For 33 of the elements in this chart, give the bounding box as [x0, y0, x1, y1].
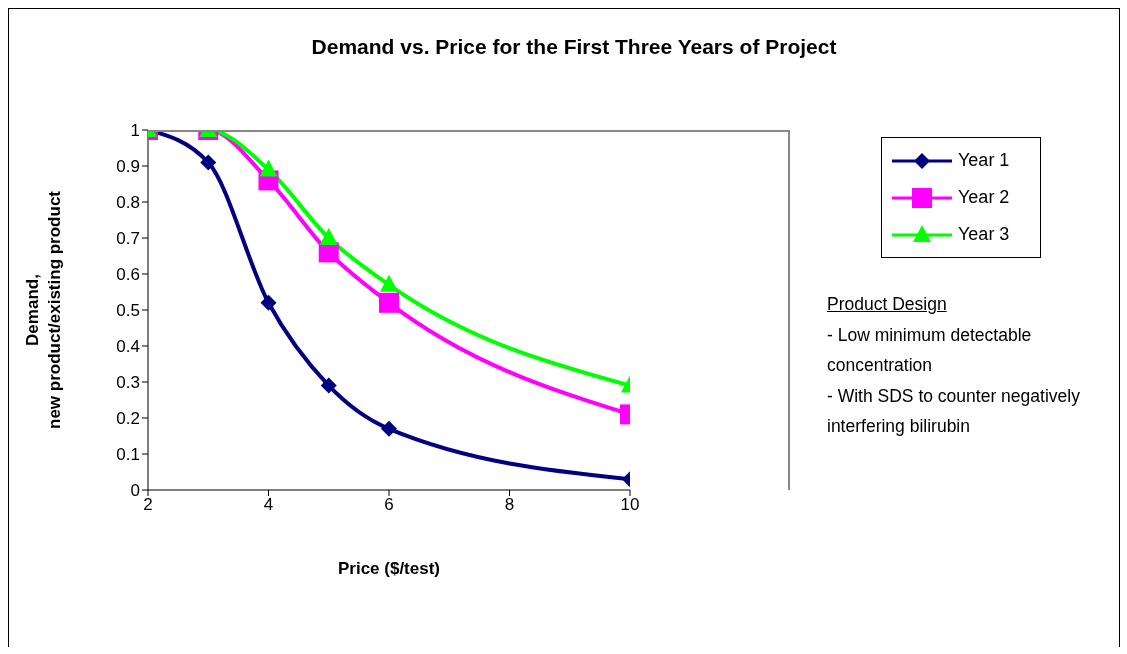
point — [259, 159, 278, 177]
point — [379, 292, 399, 313]
x-tick-label: 2 — [143, 495, 153, 515]
x-axis-title: Price ($/test) — [337, 559, 441, 579]
x-tick-label: 8 — [504, 495, 515, 515]
text: Product Design — [827, 293, 948, 316]
point — [200, 154, 217, 171]
point — [380, 274, 398, 292]
point — [320, 377, 337, 394]
y-tick-label: 0.7 — [116, 229, 140, 249]
legend-label: Year 1 — [958, 150, 1010, 171]
text: - Low minimum detectable concentration — [827, 323, 1033, 377]
chart-title: Demand vs. Price for the First Three Years of Project — [310, 35, 838, 59]
y-tick-label: 0 — [130, 481, 140, 501]
y-tick-label: 0.4 — [116, 337, 140, 357]
legend-label: Year 2 — [958, 187, 1010, 208]
point — [260, 294, 277, 311]
y-axis-title: Demand, new product/existing product — [23, 190, 64, 430]
y-tick-label: 0.8 — [116, 193, 140, 213]
point — [381, 420, 397, 437]
legend-label: Year 3 — [958, 224, 1010, 245]
x-tick-label: 10 — [620, 495, 640, 515]
y-tick-label: 0.2 — [116, 409, 140, 429]
y-tick-label: 0.5 — [116, 301, 140, 321]
x-tick-label: 6 — [384, 495, 394, 515]
text: - With SDS to counter negatively interfering bilirubin — [827, 384, 1081, 438]
y-tick-label: 0.9 — [116, 157, 140, 177]
y-tick-label: 0.1 — [116, 445, 140, 465]
point — [319, 228, 338, 245]
y-tick-label: 0.6 — [116, 265, 140, 285]
x-tick-label: 4 — [263, 495, 274, 515]
y-tick-label: 0.3 — [116, 373, 140, 393]
y-tick-label: 1 — [130, 121, 140, 141]
